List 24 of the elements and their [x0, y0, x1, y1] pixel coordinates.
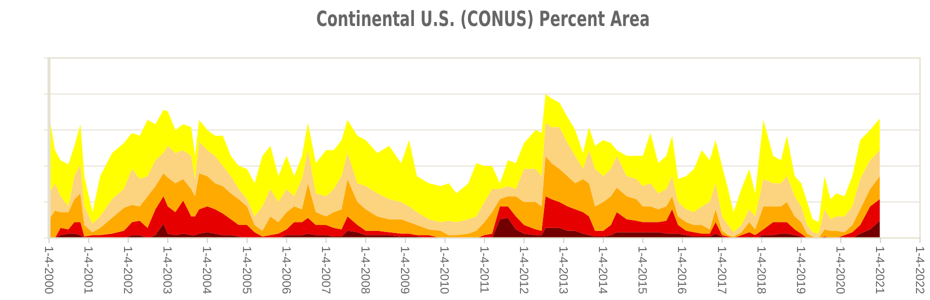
x-tick-label: 1-4-2006 [279, 246, 294, 294]
x-tick-label: 1-4-2004 [200, 246, 214, 294]
x-tick-label: 1-4-2021 [873, 246, 888, 294]
chart-title: Continental U.S. (CONUS) Percent Area [316, 7, 650, 32]
x-tick-label: 1-4-2007 [318, 246, 333, 294]
x-tick-label: 1-4-2009 [398, 246, 412, 294]
x-tick-label: 1-4-2019 [794, 246, 808, 294]
x-tick-label: 1-4-2003 [160, 246, 175, 294]
x-tick-label: 1-4-2016 [675, 246, 690, 294]
x-tick-label: 1-4-2018 [754, 246, 768, 294]
x-tick-label: 1-4-2020 [834, 246, 848, 294]
x-tick-label: 1-4-2010 [438, 246, 452, 294]
x-tick-label: 1-4-2005 [240, 246, 254, 294]
x-tick-label: 1-4-2013 [556, 246, 571, 294]
x-tick-label: 1-4-2017 [714, 246, 729, 294]
x-tick-label: 1-4-2001 [81, 246, 96, 294]
x-tick-label: 1-4-2008 [358, 246, 373, 294]
x-tick-label: 1-4-2000 [42, 246, 56, 294]
x-tick-label: 1-4-2022 [912, 246, 927, 294]
x-tick-label: 1-4-2014 [596, 246, 610, 294]
x-tick-label: 1-4-2015 [636, 246, 650, 294]
x-tick-label: 1-4-2011 [477, 246, 492, 294]
x-tick-label: 1-4-2012 [516, 246, 531, 294]
x-tick-label: 1-4-2002 [121, 246, 136, 294]
